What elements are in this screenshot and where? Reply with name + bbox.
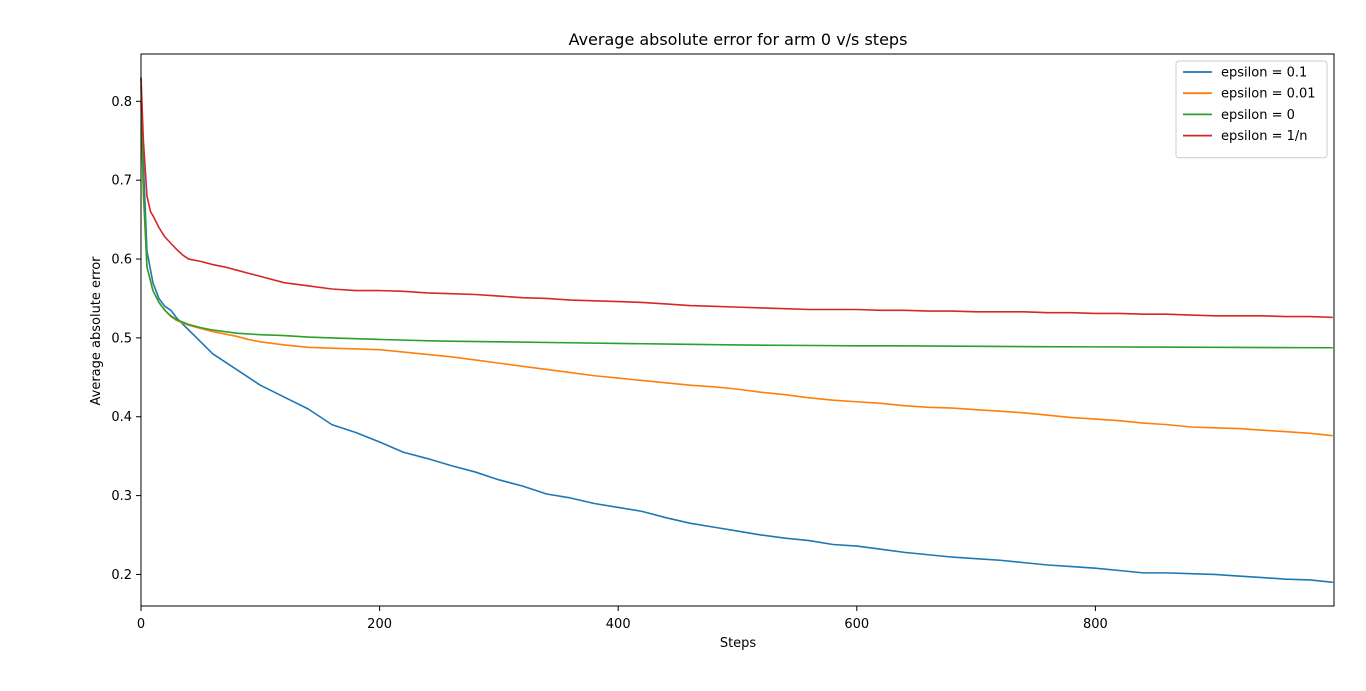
legend-box [1175, 60, 1328, 159]
chart-title: Average absolute error for arm 0 v/s ste… [569, 30, 908, 49]
legend-label: epsilon = 1/n [1221, 129, 1308, 144]
plot-area [140, 53, 1335, 607]
series-line-4 [140, 77, 1333, 319]
plot-background [141, 54, 1334, 606]
series-line-1 [140, 77, 1333, 584]
x-axis: 0 200 400 600 800 [137, 606, 1108, 632]
x-tick-label: 200 [367, 617, 392, 632]
y-tick-label: 0.2 [111, 568, 132, 583]
plot-frame [140, 53, 1335, 607]
y-tick-label: 0.4 [111, 410, 132, 425]
legend: epsilon = 0.1 epsilon = 0.01 epsilon = 0 ep… [1175, 60, 1328, 159]
x-tick-label: 400 [606, 617, 631, 632]
y-tick-label: 0.5 [111, 331, 132, 346]
legend-label: epsilon = 0.01 [1221, 87, 1316, 102]
legend-label: epsilon = 0 [1221, 108, 1295, 123]
series-line-3 [140, 85, 1333, 349]
y-tick-label: 0.6 [111, 253, 132, 268]
y-axis-label: Average absolute error [89, 256, 104, 406]
x-tick-label: 600 [844, 617, 869, 632]
y-tick-label: 0.7 [111, 174, 132, 189]
y-tick-label: 0.8 [111, 95, 132, 110]
series-line-2 [140, 101, 1333, 437]
legend-label: epsilon = 0.1 [1221, 66, 1307, 81]
y-axis: 0.2 0.3 0.4 0.5 0.6 0.7 0.8 [111, 95, 141, 583]
x-tick-label: 0 [137, 617, 145, 632]
series-lines [140, 77, 1333, 584]
x-tick-label: 800 [1083, 617, 1108, 632]
x-axis-label: Steps [720, 636, 757, 651]
y-tick-label: 0.3 [111, 489, 132, 504]
